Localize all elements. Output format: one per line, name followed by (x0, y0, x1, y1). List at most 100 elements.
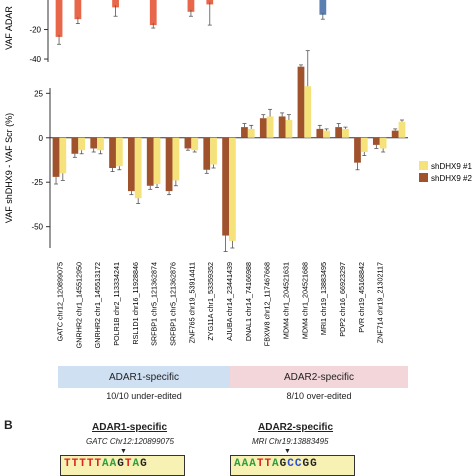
bar-shdhx9-2 (90, 137, 98, 149)
bar-shdhx9-2 (146, 137, 154, 186)
x-tick-label: MRI1 chr19_13883495 (319, 262, 328, 335)
bar-shdhx9-2 (259, 118, 267, 138)
x-tick-label: POLR1B chr2_113334241 (112, 262, 121, 346)
group-note-adar2: 8/10 over-edited (286, 391, 352, 401)
bar-shdhx9-1 (266, 116, 274, 138)
nucleotide: G (117, 458, 125, 470)
x-tick-label: MDM4 chr1_204521631 (282, 262, 291, 339)
legend-label: shDHX9 #2 (431, 174, 472, 183)
top-bar (206, 0, 214, 5)
bar-shdhx9-1 (97, 137, 104, 151)
bar-shdhx9-1 (247, 128, 255, 138)
bar-shdhx9-1 (59, 137, 67, 174)
bar-shdhx9-2 (109, 137, 116, 168)
nucleotide: T (94, 458, 103, 470)
bar-shdhx9-1 (134, 137, 142, 199)
x-tick-label: GNRHR2 chr1_145512950 (74, 262, 83, 348)
bar-shdhx9-2 (184, 137, 192, 149)
nucleotide: A (132, 458, 141, 470)
example-coord-adar2: MRI Chr19:13883495 (252, 437, 329, 446)
y-tick-label: 25 (34, 89, 43, 98)
y-tick-label: -50 (31, 223, 43, 232)
nucleotide: T (64, 458, 72, 470)
nucleotide: T (79, 458, 87, 470)
bar-shdhx9-1 (78, 137, 86, 151)
nucleotide: A (234, 458, 242, 470)
nucleotide: T (71, 458, 80, 470)
bar-shdhx9-2 (278, 116, 286, 138)
bar-shdhx9-1 (191, 137, 199, 151)
x-tick-labels: GATC chr12_120899075 GNRHR2 chr1_14551295… (55, 262, 384, 348)
x-tick-label: SRFBP1 chr5_121362874 (150, 262, 159, 346)
nucleotide: G (310, 458, 318, 470)
sequence-text-adar2: AAATTAGCCGG (234, 458, 318, 470)
nucleotide: T (264, 458, 273, 470)
edit-site-marker-icon: ▼ (120, 448, 127, 455)
bar-shdhx9-2 (165, 137, 173, 192)
bottom-panel: 25 0 -25 -50 VAF shDHX9 - VAF Scr (%) (4, 50, 408, 252)
nucleotide: A (249, 458, 257, 470)
legend-swatch (419, 161, 428, 170)
bar-shdhx9-1 (172, 137, 180, 181)
bar-shdhx9-2 (391, 130, 399, 138)
bar-shdhx9-1 (323, 130, 330, 138)
bar-shdhx9-2 (316, 128, 324, 138)
x-tick-label: ZNF765 chr19_53914411 (187, 262, 196, 343)
sequence-text-adar1: TTTTTAAGTAG (64, 458, 148, 470)
bar-shdhx9-1 (285, 120, 293, 138)
nucleotide: T (256, 458, 265, 470)
top-bar (319, 0, 327, 15)
x-tick-label: FBXW8 chr12_117467668 (263, 262, 272, 346)
bar-shdhx9-1 (398, 121, 406, 138)
x-tick-label: ZNF714 chr19_21302117 (376, 262, 385, 343)
top-bar (74, 0, 82, 20)
x-tick-label: PVR chr19_45168842 (357, 262, 366, 333)
nucleotide: A (272, 458, 280, 470)
y-axis-label: VAF ADAR (4, 6, 14, 50)
x-tick-label: DNAL1 chr14_74166988 (244, 262, 253, 341)
nucleotide: A (241, 458, 250, 470)
legend: shDHX9 #1 shDHX9 #2 (419, 161, 472, 183)
bar-shdhx9-1 (210, 137, 217, 165)
group-band-adar2: ADAR2-specific (230, 366, 408, 388)
bar-shdhx9-2 (52, 137, 60, 177)
nucleotide: C (294, 458, 303, 470)
nucleotide: A (109, 458, 118, 470)
edit-site-marker-icon: ▼ (284, 448, 291, 455)
panel-b-letter: B (4, 418, 13, 432)
x-tick-label: ZYG11A chr1_53359352 (206, 262, 215, 341)
nucleotide: A (102, 458, 110, 470)
bar-shdhx9-1 (115, 137, 123, 167)
nucleotide: T (124, 458, 133, 470)
bar-shdhx9-2 (372, 137, 380, 145)
y-axis-label: VAF shDHX9 - VAF Scr (%) (4, 113, 14, 223)
bar-shdhx9-2 (354, 137, 361, 163)
bar-shdhx9-2 (241, 127, 248, 138)
top-panel: -20 -40 VAF ADAR (4, 0, 327, 64)
bar-shdhx9-1 (304, 86, 312, 138)
legend-label: shDHX9 #1 (431, 162, 472, 171)
bar-shdhx9-1 (153, 137, 161, 184)
bar-shdhx9-1 (229, 137, 236, 241)
x-tick-label: SRFBP1 chr5_121362876 (168, 262, 177, 346)
x-tick-label: AJUBA chr14_23441439 (225, 262, 234, 341)
y-tick-label: -25 (31, 178, 43, 187)
legend-swatch (419, 173, 428, 182)
bar-shdhx9-2 (297, 66, 305, 138)
y-tick-label: -40 (29, 55, 41, 64)
bar-shdhx9-2 (335, 127, 343, 138)
x-tick-label: RSL1D1 chr16_11928846 (131, 262, 140, 345)
bar-shdhx9-2 (222, 137, 229, 236)
sequence-adar1: TTTTTAAGTAG (60, 455, 185, 476)
nucleotide: C (287, 458, 295, 470)
bar-shdhx9-1 (379, 137, 387, 149)
top-bar (187, 0, 195, 12)
bar-shdhx9-1 (342, 128, 349, 138)
x-tick-label: MDM4 chr1_204521688 (300, 262, 309, 339)
group-label-adar1: ADAR1-specific (108, 371, 180, 383)
top-bar (112, 0, 119, 8)
nucleotide: G (140, 458, 148, 470)
bar-shdhx9-2 (128, 137, 135, 192)
x-tick-label: GNRHR2 chr1_145513172 (93, 262, 102, 348)
